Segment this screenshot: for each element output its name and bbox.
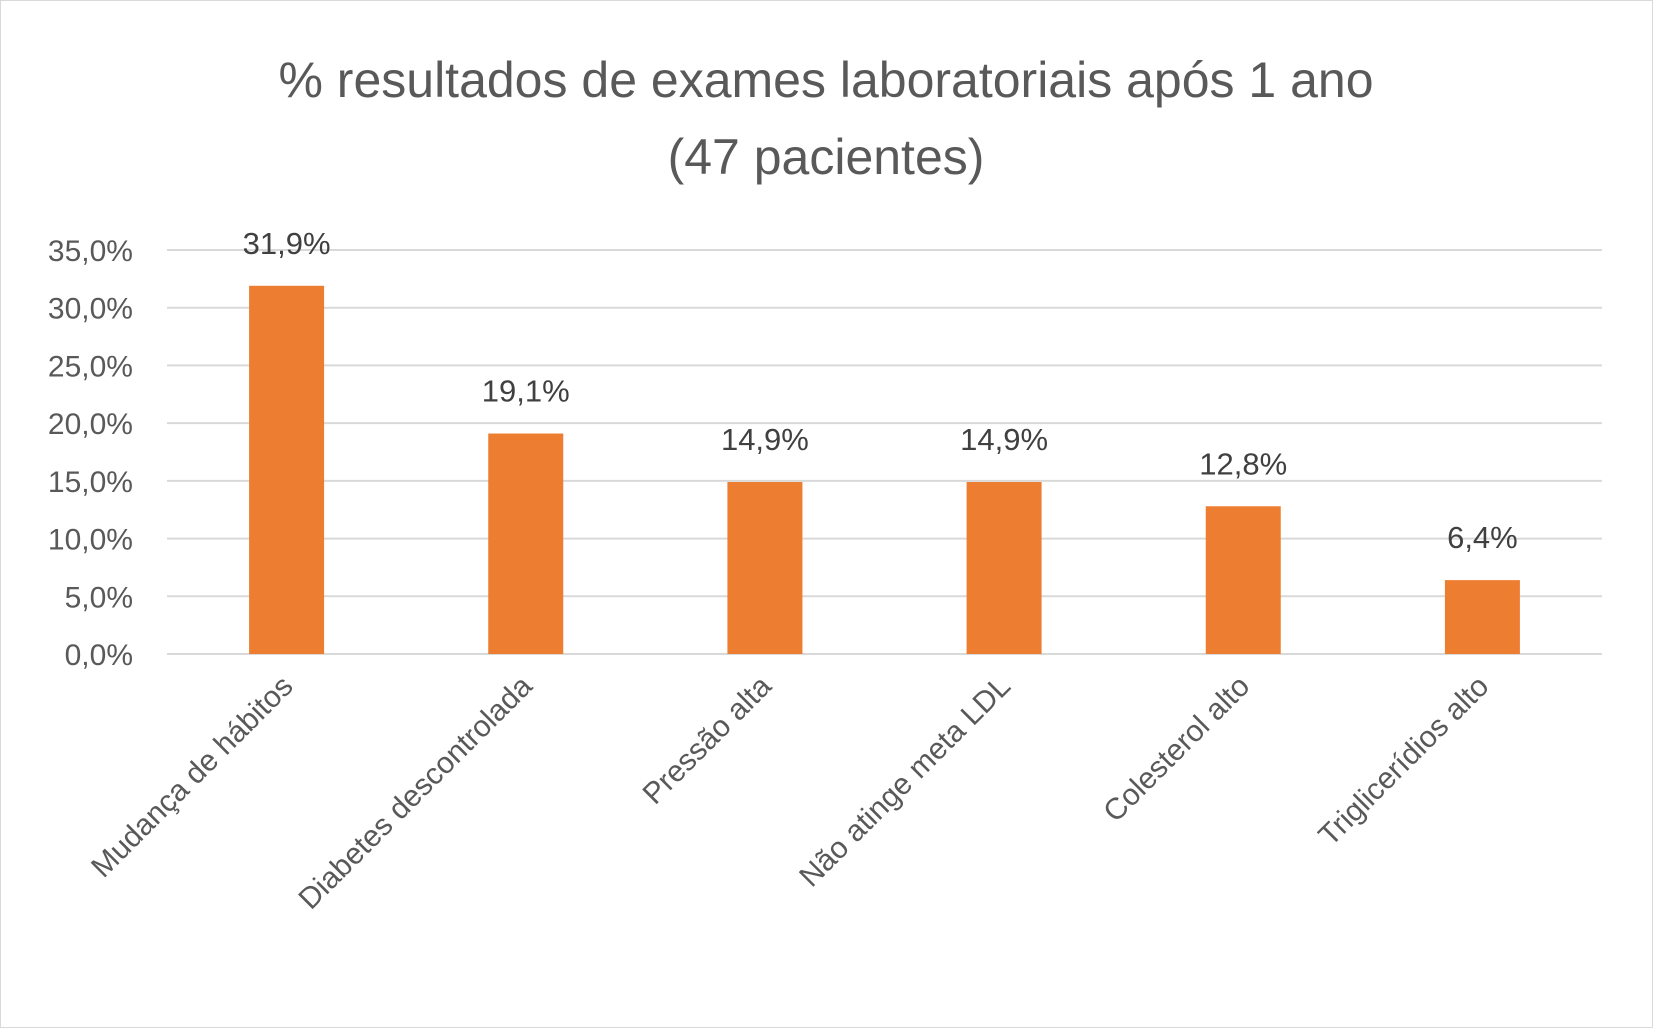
y-tick-label: 25,0% [48, 350, 133, 383]
bars [249, 285, 1520, 654]
y-tick-label: 20,0% [48, 408, 133, 441]
x-category-label: Colesterol alto [1097, 670, 1256, 829]
x-category-label: Não atinge meta LDL [793, 670, 1017, 894]
gridlines [167, 249, 1602, 655]
y-tick-label: 15,0% [48, 466, 133, 499]
y-tick-label: 30,0% [48, 293, 133, 326]
bar [249, 285, 325, 654]
data-label: 31,9% [243, 226, 331, 261]
x-category-label: Mudança de hábitos [85, 670, 299, 884]
y-tick-label: 0,0% [65, 639, 133, 672]
data-label: 6,4% [1447, 520, 1518, 555]
y-axis-ticks: 0,0% 5,0% 10,0% 15,0% 20,0% 25,0% 30,0% 35,0% [48, 235, 133, 672]
y-tick-label: 10,0% [48, 524, 133, 557]
chart-subtitle: (47 pacientes) [668, 129, 985, 185]
data-label: 14,9% [960, 422, 1048, 457]
x-category-label: Pressão alta [637, 669, 778, 810]
bar [727, 482, 803, 654]
bar [966, 482, 1042, 654]
bar [488, 433, 564, 654]
bar [1205, 506, 1281, 654]
data-labels: 31,9% 19,1% 14,9% 14,9% 12,8% 6,4% [243, 226, 1518, 555]
x-category-label: Triglicerídios alto [1312, 670, 1495, 853]
y-tick-label: 35,0% [48, 235, 133, 268]
chart-title: % resultados de exames laboratoriais apó… [278, 52, 1373, 108]
bar [1444, 580, 1520, 654]
data-label: 12,8% [1199, 446, 1287, 481]
data-label: 19,1% [482, 374, 570, 409]
x-category-label: Diabetes descontrolada [292, 669, 538, 915]
data-label: 14,9% [721, 422, 809, 457]
y-tick-label: 5,0% [65, 581, 133, 614]
